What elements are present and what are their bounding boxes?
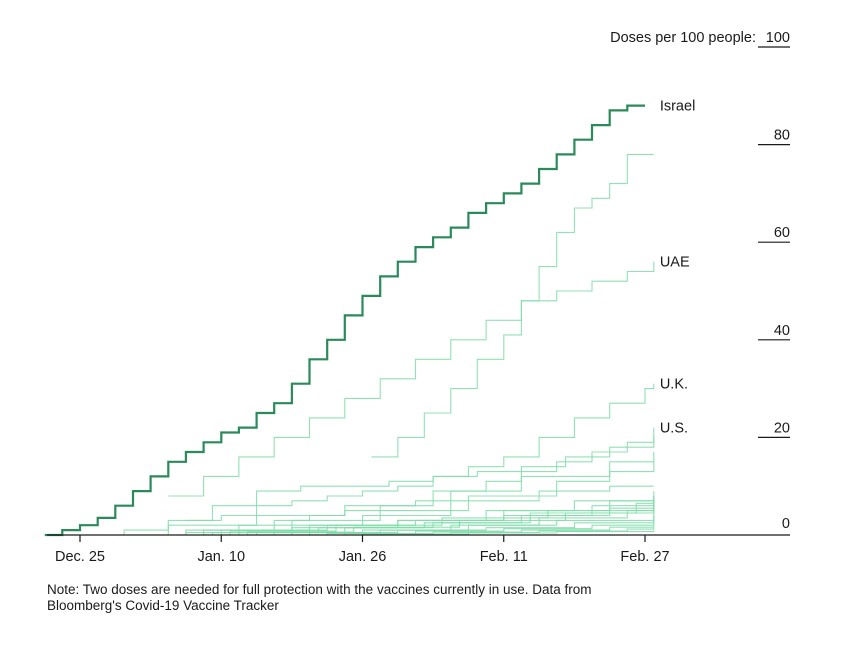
- country-series-line-14: [221, 515, 655, 536]
- x-tick-label: Dec. 25: [55, 549, 105, 565]
- y-tick-label-40: 40: [774, 323, 790, 339]
- y-tick-label-20: 20: [774, 420, 790, 436]
- note-line-2: Bloomberg's Covid-19 Vaccine Tracker: [47, 598, 279, 613]
- country-series-line-6: [80, 452, 655, 536]
- x-tick-label: Jan. 10: [197, 549, 245, 565]
- note-line-1: Note: Two doses are needed for full prot…: [47, 582, 592, 597]
- y-tick-label-0: 0: [782, 516, 790, 532]
- y-tick-label-60: 60: [774, 225, 790, 241]
- country-series-line-22: [141, 508, 655, 536]
- country-series-line-15: [238, 520, 655, 536]
- y-axis-ticks: 0 20 40 60 80 100: [758, 30, 790, 532]
- country-series-line-2: [168, 261, 655, 497]
- x-tick-label: Feb. 27: [620, 549, 669, 565]
- country-series-line-21: [124, 503, 655, 536]
- israel-series-line: [44, 104, 645, 537]
- y-axis-label: Doses per 100 people:: [610, 30, 756, 46]
- vaccine-doses-chart: 0 20 40 60 80 100 Dec. 25 Jan. 10 Jan. 26 Feb. 1…: [44, 30, 790, 565]
- country-series-line-7: [115, 461, 655, 536]
- country-series-line-1: [371, 153, 654, 458]
- country-series-line-19: [80, 496, 655, 536]
- x-tick-label: Feb. 11: [480, 549, 528, 565]
- country-series-line-20: [106, 500, 655, 536]
- annotation-israel: Israel: [660, 99, 695, 115]
- highlight-layer: [44, 104, 645, 537]
- series-layer: [62, 153, 655, 536]
- x-tick-label: Jan. 26: [339, 549, 387, 565]
- annotation-uae: UAE: [660, 255, 690, 271]
- annotation-uk: U.K.: [660, 377, 688, 393]
- country-series-line-4: [203, 427, 655, 531]
- chart-note: Note: Two doses are needed for full prot…: [47, 582, 747, 614]
- country-series-line-8: [97, 485, 654, 536]
- y-tick-label-100: 100: [766, 30, 790, 46]
- annotation-us: U.S.: [660, 421, 688, 437]
- country-series-line-5: [62, 437, 655, 536]
- x-axis-ticks: Dec. 25 Jan. 10 Jan. 26 Feb. 11 Feb. 27: [55, 535, 670, 565]
- y-tick-label-80: 80: [774, 128, 790, 144]
- series-annotations: Israel UAE U.K. U.S.: [660, 99, 695, 437]
